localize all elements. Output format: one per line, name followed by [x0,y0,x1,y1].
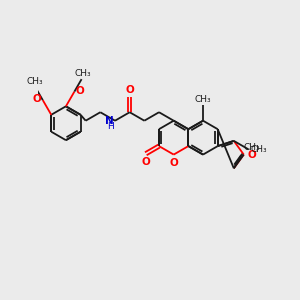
Text: CH₃: CH₃ [74,69,91,78]
Text: O: O [32,94,41,104]
Text: N: N [105,116,113,126]
Text: H: H [107,122,113,130]
Text: O: O [248,150,256,160]
Text: CH₃: CH₃ [250,145,267,154]
Text: O: O [169,158,178,168]
Text: O: O [141,157,150,167]
Text: O: O [76,86,85,96]
Text: O: O [125,85,134,95]
Text: CH₃: CH₃ [26,77,43,86]
Text: CH₃: CH₃ [195,95,211,104]
Text: CH₃: CH₃ [243,143,260,152]
